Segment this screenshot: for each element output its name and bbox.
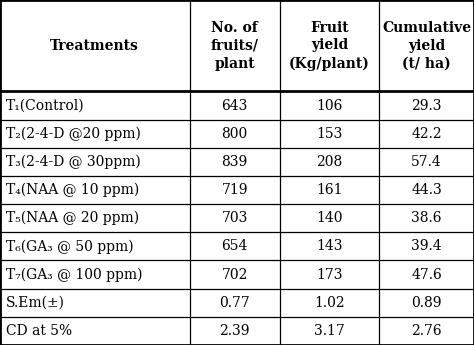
Text: 800: 800 bbox=[221, 127, 248, 141]
Text: 57.4: 57.4 bbox=[411, 155, 442, 169]
Text: 173: 173 bbox=[316, 268, 343, 282]
Text: 29.3: 29.3 bbox=[411, 99, 442, 112]
Text: 643: 643 bbox=[221, 99, 248, 112]
Text: 47.6: 47.6 bbox=[411, 268, 442, 282]
Text: 0.89: 0.89 bbox=[411, 296, 442, 310]
Text: 39.4: 39.4 bbox=[411, 239, 442, 253]
Text: Fruit
yield
(Kg/plant): Fruit yield (Kg/plant) bbox=[289, 21, 370, 71]
Text: 2.39: 2.39 bbox=[219, 324, 250, 338]
Text: T₂(2-4-D @20 ppm): T₂(2-4-D @20 ppm) bbox=[6, 127, 141, 141]
Text: 703: 703 bbox=[221, 211, 248, 225]
Text: 0.77: 0.77 bbox=[219, 296, 250, 310]
Text: 38.6: 38.6 bbox=[411, 211, 442, 225]
Text: T₃(2-4-D @ 30ppm): T₃(2-4-D @ 30ppm) bbox=[6, 155, 140, 169]
Text: 3.17: 3.17 bbox=[314, 324, 345, 338]
Text: 839: 839 bbox=[221, 155, 248, 169]
Text: 208: 208 bbox=[316, 155, 343, 169]
Text: 140: 140 bbox=[316, 211, 343, 225]
Text: 42.2: 42.2 bbox=[411, 127, 442, 141]
Text: 2.76: 2.76 bbox=[411, 324, 442, 338]
Text: 161: 161 bbox=[316, 183, 343, 197]
Text: T₇(GA₃ @ 100 ppm): T₇(GA₃ @ 100 ppm) bbox=[6, 267, 142, 282]
Text: 719: 719 bbox=[221, 183, 248, 197]
Text: 654: 654 bbox=[221, 239, 248, 253]
Text: 153: 153 bbox=[316, 127, 343, 141]
Text: T₅(NAA @ 20 ppm): T₅(NAA @ 20 ppm) bbox=[6, 211, 139, 225]
Text: T₆(GA₃ @ 50 ppm): T₆(GA₃ @ 50 ppm) bbox=[6, 239, 133, 254]
Text: No. of
fruits/
plant: No. of fruits/ plant bbox=[210, 21, 259, 71]
Text: 702: 702 bbox=[221, 268, 248, 282]
Text: T₄(NAA @ 10 ppm): T₄(NAA @ 10 ppm) bbox=[6, 183, 139, 197]
Text: 1.02: 1.02 bbox=[314, 296, 345, 310]
Text: 143: 143 bbox=[316, 239, 343, 253]
Text: T₁(Control): T₁(Control) bbox=[6, 99, 84, 112]
Text: 44.3: 44.3 bbox=[411, 183, 442, 197]
Text: CD at 5%: CD at 5% bbox=[6, 324, 72, 338]
Text: 106: 106 bbox=[316, 99, 343, 112]
Text: Treatments: Treatments bbox=[50, 39, 139, 53]
Text: S.Em(±): S.Em(±) bbox=[6, 296, 64, 310]
Text: Cumulative
yield
(t/ ha): Cumulative yield (t/ ha) bbox=[382, 21, 471, 71]
